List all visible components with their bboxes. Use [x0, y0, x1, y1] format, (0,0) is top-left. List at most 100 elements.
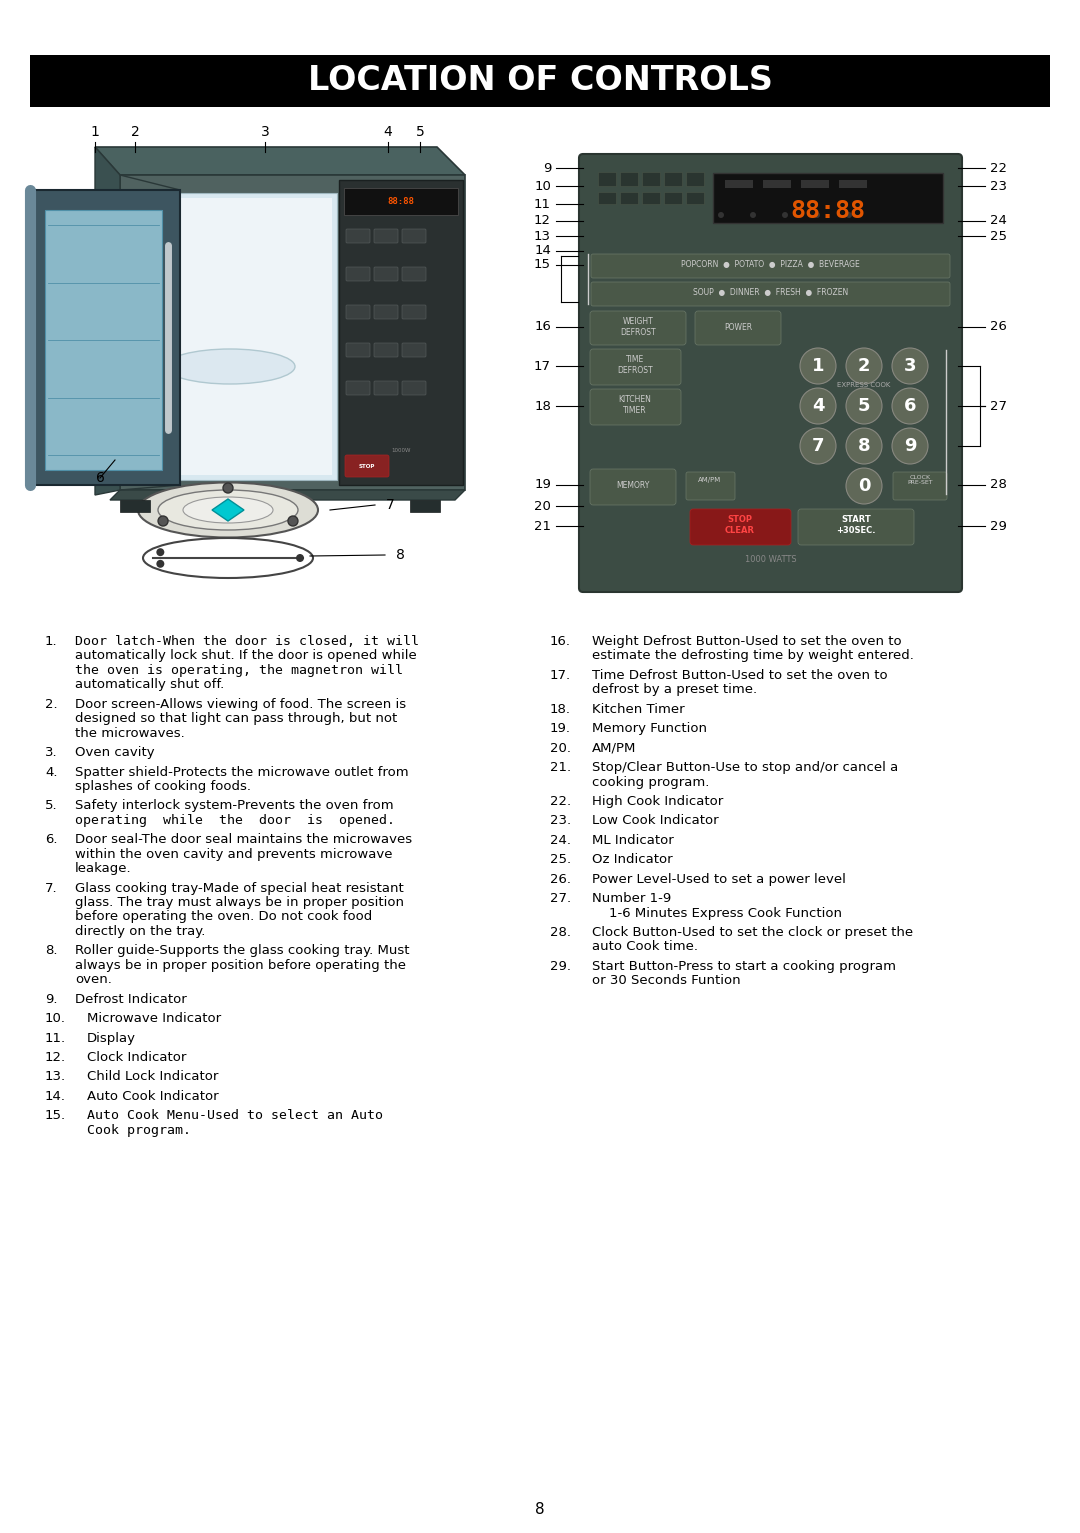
- Circle shape: [846, 388, 882, 425]
- Circle shape: [846, 428, 882, 464]
- Text: 20.: 20.: [550, 742, 571, 754]
- FancyBboxPatch shape: [591, 254, 950, 277]
- Bar: [598, 172, 616, 185]
- Text: 28.: 28.: [550, 926, 571, 940]
- Text: 10.: 10.: [45, 1012, 66, 1026]
- FancyBboxPatch shape: [590, 389, 681, 425]
- Text: Memory Function: Memory Function: [592, 722, 707, 736]
- Text: automatically lock shut. If the door is opened while: automatically lock shut. If the door is …: [75, 650, 417, 662]
- Circle shape: [157, 560, 164, 567]
- FancyBboxPatch shape: [346, 343, 370, 357]
- Text: Spatter shield-Protects the microwave outlet from: Spatter shield-Protects the microwave ou…: [75, 765, 408, 779]
- Text: 15.: 15.: [45, 1110, 66, 1122]
- Text: 11.: 11.: [45, 1032, 66, 1044]
- Circle shape: [782, 212, 788, 218]
- Text: 1: 1: [91, 126, 99, 140]
- Circle shape: [800, 388, 836, 425]
- Text: Cook program.: Cook program.: [87, 1124, 191, 1137]
- Text: 3: 3: [904, 357, 916, 376]
- Text: the microwaves.: the microwaves.: [75, 727, 185, 739]
- Bar: [642, 192, 660, 204]
- Text: 4: 4: [383, 126, 392, 140]
- FancyBboxPatch shape: [346, 382, 370, 396]
- Text: Clock Indicator: Clock Indicator: [87, 1052, 187, 1064]
- Text: 1000W: 1000W: [391, 448, 410, 452]
- Text: Door latch-When the door is closed, it will: Door latch-When the door is closed, it w…: [75, 635, 419, 648]
- Text: 12.: 12.: [45, 1052, 66, 1064]
- Text: automatically shut off.: automatically shut off.: [75, 678, 225, 691]
- Ellipse shape: [138, 483, 318, 538]
- Text: 4: 4: [812, 397, 824, 415]
- Text: 29.: 29.: [550, 960, 571, 973]
- Circle shape: [846, 212, 852, 218]
- Text: Safety interlock system-Prevents the oven from: Safety interlock system-Prevents the ove…: [75, 799, 393, 812]
- Text: Auto Cook Menu-Used to select an Auto: Auto Cook Menu-Used to select an Auto: [87, 1110, 383, 1122]
- Text: 1000 WATTS: 1000 WATTS: [745, 555, 796, 564]
- Text: 27.: 27.: [550, 892, 571, 904]
- FancyBboxPatch shape: [374, 305, 399, 319]
- Text: 6: 6: [95, 471, 105, 484]
- Text: POPCORN  ●  POTATO  ●  PIZZA  ●  BEVERAGE: POPCORN ● POTATO ● PIZZA ● BEVERAGE: [681, 261, 860, 270]
- Text: 3.: 3.: [45, 747, 57, 759]
- Text: LOCATION OF CONTROLS: LOCATION OF CONTROLS: [308, 64, 772, 98]
- Text: TIME
DEFROST: TIME DEFROST: [617, 356, 652, 374]
- Text: 6.: 6.: [45, 834, 57, 846]
- Text: 1.: 1.: [45, 635, 57, 648]
- Text: cooking program.: cooking program.: [592, 776, 710, 788]
- Text: EXPRESS COOK: EXPRESS COOK: [837, 382, 891, 388]
- Text: 1-6 Minutes Express Cook Function: 1-6 Minutes Express Cook Function: [592, 906, 842, 920]
- Bar: [345, 189, 458, 215]
- Text: 2: 2: [858, 357, 870, 376]
- Text: Glass cooking tray-Made of special heat resistant: Glass cooking tray-Made of special heat …: [75, 881, 404, 895]
- Text: designed so that light can pass through, but not: designed so that light can pass through,…: [75, 713, 397, 725]
- FancyBboxPatch shape: [690, 509, 791, 546]
- Text: 26: 26: [990, 320, 1007, 334]
- Text: 0: 0: [858, 477, 870, 495]
- Text: 13: 13: [534, 230, 551, 242]
- FancyBboxPatch shape: [402, 382, 426, 396]
- Text: SOUP  ●  DINNER  ●  FRESH  ●  FROZEN: SOUP ● DINNER ● FRESH ● FROZEN: [693, 288, 848, 297]
- Text: or 30 Seconds Funtion: or 30 Seconds Funtion: [592, 975, 741, 987]
- Text: 29: 29: [990, 520, 1007, 532]
- Text: 21.: 21.: [550, 760, 571, 774]
- Bar: [30, 55, 1050, 107]
- Text: Power Level-Used to set a power level: Power Level-Used to set a power level: [592, 872, 846, 886]
- Text: STOP: STOP: [359, 463, 375, 469]
- Polygon shape: [120, 175, 465, 491]
- Text: 11: 11: [534, 198, 551, 210]
- Polygon shape: [95, 147, 465, 175]
- FancyBboxPatch shape: [402, 343, 426, 357]
- Bar: [686, 192, 704, 204]
- Bar: [598, 192, 616, 204]
- Text: 3: 3: [260, 126, 269, 140]
- Text: 88:88: 88:88: [791, 199, 865, 222]
- Text: splashes of cooking foods.: splashes of cooking foods.: [75, 780, 251, 793]
- Text: Number 1-9: Number 1-9: [592, 892, 672, 904]
- Bar: [801, 179, 829, 189]
- Text: CLOCK
PRE-SET: CLOCK PRE-SET: [907, 475, 933, 486]
- Bar: [664, 172, 681, 185]
- Text: 5: 5: [416, 126, 424, 140]
- Polygon shape: [95, 147, 120, 495]
- FancyBboxPatch shape: [346, 267, 370, 281]
- Text: Stop/Clear Button-Use to stop and/or cancel a: Stop/Clear Button-Use to stop and/or can…: [592, 760, 899, 774]
- Circle shape: [846, 348, 882, 383]
- Text: within the oven cavity and prevents microwave: within the oven cavity and prevents micr…: [75, 848, 392, 860]
- FancyBboxPatch shape: [346, 228, 370, 244]
- FancyBboxPatch shape: [590, 469, 676, 504]
- Text: Door seal-The door seal maintains the microwaves: Door seal-The door seal maintains the mi…: [75, 834, 413, 846]
- Text: Defrost Indicator: Defrost Indicator: [75, 993, 187, 1006]
- Text: 9: 9: [904, 437, 916, 455]
- Ellipse shape: [165, 350, 295, 383]
- Text: High Cook Indicator: High Cook Indicator: [592, 796, 724, 808]
- FancyBboxPatch shape: [893, 472, 947, 500]
- Polygon shape: [123, 193, 337, 480]
- Text: 2: 2: [131, 126, 139, 140]
- Text: WEIGHT
DEFROST: WEIGHT DEFROST: [620, 317, 656, 337]
- Text: operating  while  the  door  is  opened.: operating while the door is opened.: [75, 814, 395, 826]
- Ellipse shape: [183, 497, 273, 523]
- Circle shape: [800, 348, 836, 383]
- Bar: [762, 179, 791, 189]
- Text: estimate the defrosting time by weight entered.: estimate the defrosting time by weight e…: [592, 650, 914, 662]
- Text: the oven is operating, the magnetron will: the oven is operating, the magnetron wil…: [75, 664, 403, 678]
